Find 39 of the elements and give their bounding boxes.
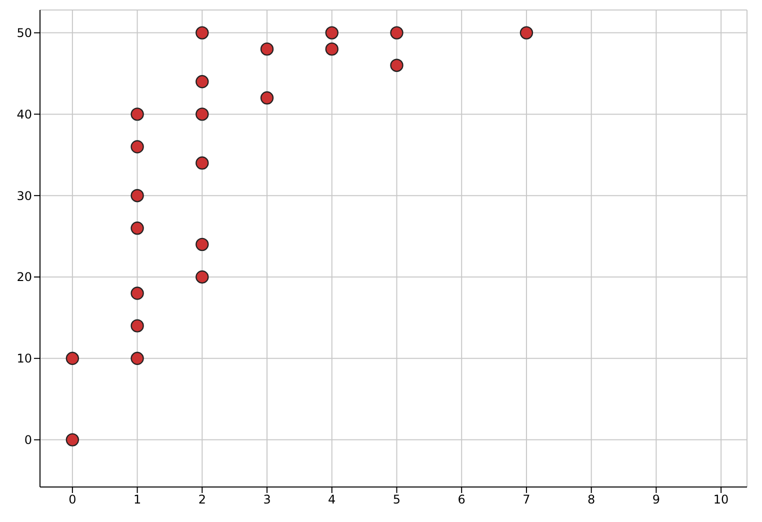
point [66,433,80,446]
point [196,26,209,40]
point [130,108,144,121]
x-tick-label: 6 [458,492,466,507]
x-tick-label: 0 [68,492,76,507]
x-tick-label: 1 [133,492,142,507]
x-tick-label: 10 [713,492,729,507]
point [130,319,144,332]
x-tick-label: 5 [392,492,401,507]
point [260,42,274,56]
point [130,286,144,300]
point [196,108,209,121]
y-tick-label: 10 [16,352,32,366]
x-tick-label: 8 [588,492,596,507]
y-tick-label: 0 [24,433,32,448]
y-tick-label: 50 [16,26,32,40]
x-tick-label: 9 [652,492,660,507]
point [130,140,144,154]
x-tick-label: 3 [263,492,271,507]
y-tick-label: 20 [16,270,32,284]
x-tick-label: 4 [328,492,336,507]
point [390,58,404,72]
point [520,26,534,40]
point [130,188,144,202]
y-tick-label: 30 [16,188,32,203]
point [130,222,144,235]
x-tick-label: 2 [198,492,206,507]
point [325,26,338,40]
point [196,270,209,284]
point [66,352,80,365]
x-tick-label: 7 [522,492,530,507]
point [390,26,404,40]
point [196,75,209,88]
point [325,42,338,56]
point [196,156,209,170]
y-tick-label: 40 [16,107,32,122]
point [260,91,274,105]
point [130,352,144,365]
point [196,238,209,252]
